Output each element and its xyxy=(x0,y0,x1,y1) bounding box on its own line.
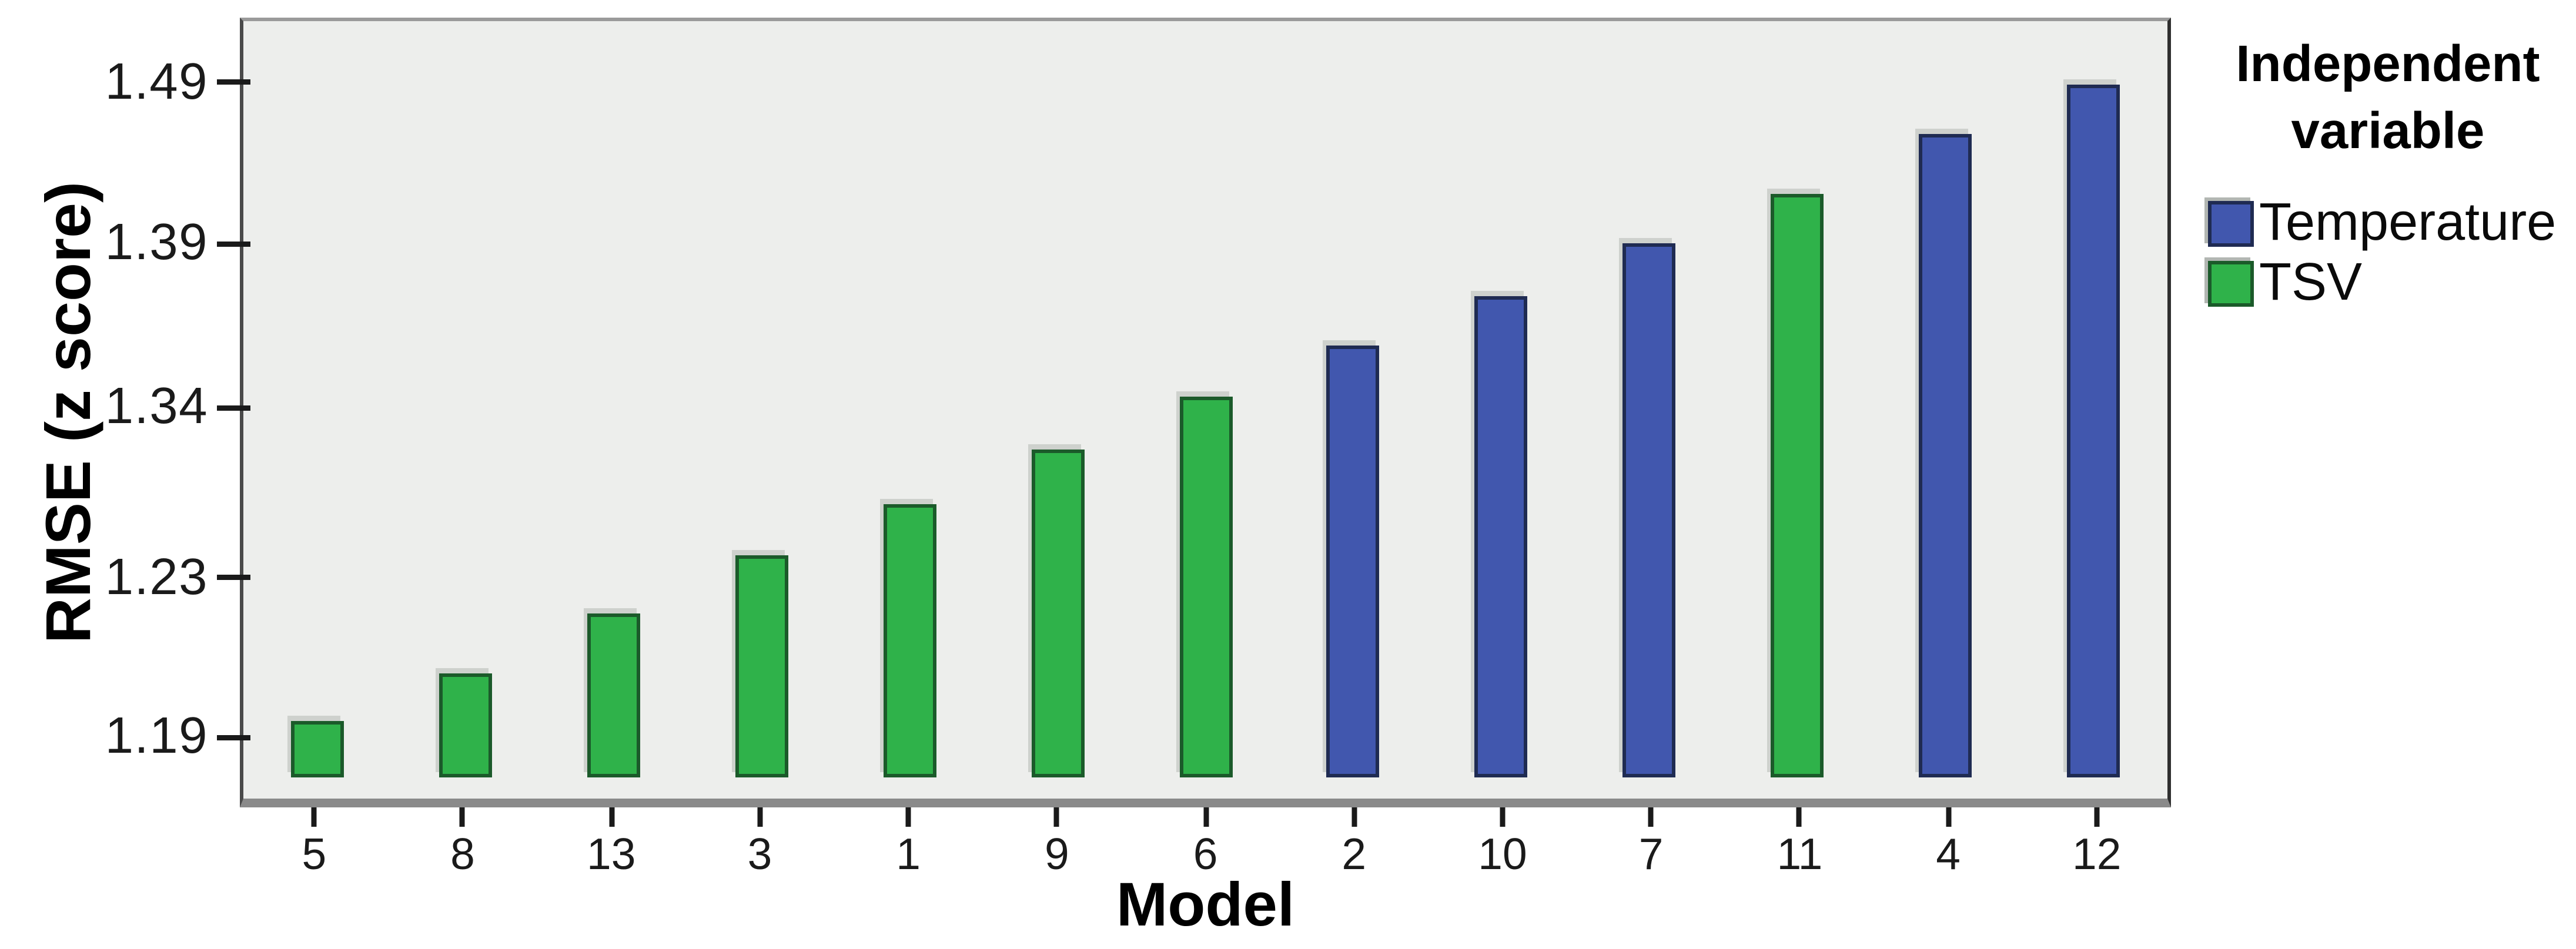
bar-model-3 xyxy=(735,555,788,778)
x-tick-mark-9 xyxy=(1054,807,1060,827)
x-category-11: 11 xyxy=(1725,807,1874,888)
x-category-2: 2 xyxy=(1280,807,1428,888)
x-tick-label-6: 6 xyxy=(1193,830,1218,880)
y-tick-label-1.19: 1.19 xyxy=(105,709,208,766)
x-tick-label-12: 12 xyxy=(2072,830,2122,880)
bar-model-8 xyxy=(439,672,492,778)
legend-title: Independent variable xyxy=(2201,32,2575,166)
x-tick-mark-8 xyxy=(460,807,466,827)
y-tick-label-1.49: 1.49 xyxy=(105,54,208,111)
x-tick-mark-11 xyxy=(1796,807,1802,827)
x-tick-label-5: 5 xyxy=(302,830,327,880)
y-tick-mark-1.39 xyxy=(217,240,250,246)
x-category-8: 8 xyxy=(389,807,537,888)
y-tick-mark-1.49 xyxy=(217,79,250,85)
x-tick-mark-12 xyxy=(2094,807,2100,827)
x-axis: 5 8 13 3 1 9 6 2 10 7 11 4 12 xyxy=(240,807,2171,888)
x-tick-label-11: 11 xyxy=(1777,830,1823,880)
bar-model-6 xyxy=(1179,397,1232,778)
x-tick-mark-6 xyxy=(1203,807,1209,827)
x-category-12: 12 xyxy=(2022,807,2171,888)
bar-model-9 xyxy=(1031,450,1084,778)
x-category-13: 13 xyxy=(537,807,685,888)
legend-label-temperature: Temperature xyxy=(2259,194,2557,252)
plot-area xyxy=(240,18,2171,807)
y-tick-label-1.23: 1.23 xyxy=(105,549,208,606)
bar-model-2 xyxy=(1327,345,1380,778)
x-tick-label-9: 9 xyxy=(1044,830,1069,880)
x-category-7: 7 xyxy=(1577,807,1725,888)
legend-items: Temperature TSV xyxy=(2201,194,2575,314)
legend-item-tsv: TSV xyxy=(2201,254,2575,314)
legend-swatch-tsv xyxy=(2208,261,2254,307)
x-category-10: 10 xyxy=(1428,807,1577,888)
x-category-3: 3 xyxy=(685,807,834,888)
x-axis-title: Model xyxy=(1116,871,1295,940)
legend-swatch-temperature xyxy=(2208,201,2254,247)
x-category-9: 9 xyxy=(983,807,1132,888)
bar-model-11 xyxy=(1771,193,1824,778)
x-tick-mark-1 xyxy=(905,807,911,827)
legend-item-temperature: Temperature xyxy=(2201,194,2575,254)
bar-model-5 xyxy=(290,721,344,778)
x-category-4: 4 xyxy=(1874,807,2023,888)
y-tick-mark-1.19 xyxy=(217,734,250,740)
bar-model-10 xyxy=(1475,296,1528,778)
x-tick-label-2: 2 xyxy=(1341,830,1367,880)
bar-model-7 xyxy=(1622,243,1676,778)
x-tick-mark-4 xyxy=(1945,807,1951,827)
x-category-1: 1 xyxy=(834,807,983,888)
legend-title-line2: variable xyxy=(2291,104,2485,160)
y-tick-mark-1.23 xyxy=(217,575,250,581)
y-tick-mark-1.34 xyxy=(217,405,250,411)
bar-model-1 xyxy=(882,504,936,778)
y-tick-label-1.34: 1.34 xyxy=(105,379,208,436)
x-tick-mark-10 xyxy=(1500,807,1506,827)
x-tick-label-7: 7 xyxy=(1638,830,1664,880)
bar-model-13 xyxy=(587,614,640,778)
y-tick-label-1.39: 1.39 xyxy=(105,215,208,272)
x-tick-mark-3 xyxy=(757,807,762,827)
x-tick-label-1: 1 xyxy=(896,830,921,880)
x-tick-mark-7 xyxy=(1648,807,1654,827)
x-tick-label-8: 8 xyxy=(450,830,475,880)
x-category-5: 5 xyxy=(240,807,389,888)
legend-label-tsv: TSV xyxy=(2259,254,2363,312)
x-tick-label-4: 4 xyxy=(1936,830,1961,880)
bar-model-12 xyxy=(2067,85,2120,778)
legend: Independent variable Temperature TSV xyxy=(2201,32,2575,314)
x-tick-label-13: 13 xyxy=(587,830,636,880)
x-tick-mark-5 xyxy=(311,807,317,827)
bar-model-4 xyxy=(1919,135,1972,778)
x-category-6: 6 xyxy=(1131,807,1280,888)
x-tick-label-10: 10 xyxy=(1478,830,1527,880)
x-tick-mark-13 xyxy=(608,807,614,827)
legend-title-line1: Independent xyxy=(2236,37,2540,93)
x-tick-mark-2 xyxy=(1351,807,1357,827)
x-tick-label-3: 3 xyxy=(747,830,772,880)
